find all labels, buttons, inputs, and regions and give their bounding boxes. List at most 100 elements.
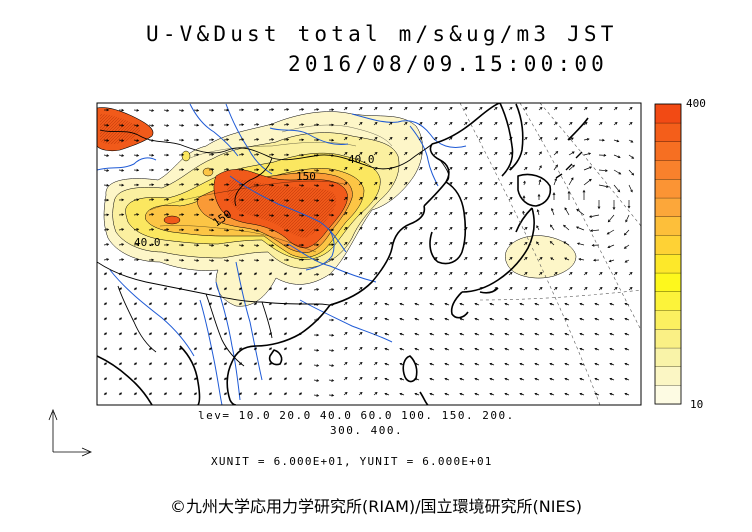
wind-arrow-head xyxy=(359,137,363,140)
wind-arrow-head xyxy=(106,213,110,217)
wind-arrow xyxy=(253,229,259,232)
wind-arrow-head xyxy=(226,153,230,156)
wind-arrow-head xyxy=(536,225,539,229)
wind-arrow xyxy=(193,109,199,111)
colorbar-step xyxy=(654,310,682,330)
wind-arrow-head xyxy=(269,392,273,396)
wind-arrow-head xyxy=(474,377,478,381)
wind-arrow-head xyxy=(239,377,243,381)
wind-arrow-head xyxy=(331,393,335,397)
wind-arrow-head xyxy=(594,377,598,381)
wind-arrow-head xyxy=(444,317,448,321)
wind-arrow xyxy=(238,153,244,156)
wind-arrow xyxy=(208,199,214,201)
wind-arrow-head xyxy=(389,182,393,185)
borders-layer xyxy=(97,129,450,367)
wind-arrow-head xyxy=(464,227,468,230)
wind-arrow-head xyxy=(582,189,586,193)
wind-arrow-head xyxy=(331,303,335,307)
wind-arrow-head xyxy=(464,272,468,275)
wind-arrow-head xyxy=(316,228,320,232)
wind-arrow-head xyxy=(106,183,110,187)
wind-arrow-head xyxy=(256,183,260,187)
wind-arrow-head xyxy=(256,244,260,247)
wind-arrow-head xyxy=(494,182,498,185)
wind-arrow-head xyxy=(194,317,198,321)
wind-arrow-head xyxy=(534,302,538,306)
wind-arrow xyxy=(133,124,139,127)
wind-arrow-head xyxy=(374,272,378,275)
wind-arrow-head xyxy=(564,257,568,261)
wind-arrow-head xyxy=(444,332,448,336)
wind-arrow-head xyxy=(599,122,603,125)
wind-arrow-head xyxy=(104,332,108,336)
wind-arrow-head xyxy=(444,347,448,351)
wind-arrow xyxy=(268,229,274,232)
wind-arrow xyxy=(553,178,557,186)
wind-arrow-head xyxy=(593,258,596,262)
colorbar-step xyxy=(654,216,682,236)
wind-arrow-head xyxy=(179,392,183,396)
wind-arrow-head xyxy=(549,302,553,306)
wind-arrow-head xyxy=(226,168,230,171)
wind-arrow-head xyxy=(479,242,483,245)
wind-arrow-head xyxy=(134,287,138,291)
wind-arrow-head xyxy=(239,317,243,321)
wind-arrow xyxy=(118,228,124,231)
wind-arrow-head xyxy=(576,242,580,246)
wind-arrow-head xyxy=(569,107,573,110)
wind-arrow-head xyxy=(226,138,230,141)
wind-arrow-head xyxy=(196,243,200,247)
dust-concentration-layer xyxy=(97,107,577,307)
wind-arrow xyxy=(118,169,124,171)
graticule-layer xyxy=(459,103,641,405)
wind-arrow-head xyxy=(608,259,612,263)
wind-arrow-head xyxy=(594,302,598,306)
wind-arrow-head xyxy=(284,362,288,366)
wind-arrow-head xyxy=(464,257,468,260)
wind-arrow-head xyxy=(609,332,613,336)
wind-arrow-head xyxy=(331,333,335,337)
wind-arrow-head xyxy=(551,207,554,211)
wind-arrow-head xyxy=(179,347,183,351)
wind-arrow-head xyxy=(605,169,608,173)
wind-arrow-head xyxy=(196,183,200,186)
wind-arrow-head xyxy=(166,198,170,201)
wind-arrow-head xyxy=(284,302,288,306)
wind-arrow xyxy=(613,139,619,142)
wind-arrow-head xyxy=(194,272,198,276)
wind-arrow-head xyxy=(564,317,568,321)
wind-arrow-head xyxy=(564,347,568,351)
wind-arrow-head xyxy=(494,227,498,230)
wind-arrow-head xyxy=(609,377,613,381)
wind-arrow xyxy=(268,214,274,217)
wind-arrow-head xyxy=(419,257,423,260)
wind-arrow-head xyxy=(617,189,621,193)
wind-arrow-head xyxy=(419,167,423,170)
wind-arrow-head xyxy=(579,377,583,381)
wind-arrow-head xyxy=(389,227,393,230)
wind-arrow-head xyxy=(602,138,605,142)
wind-arrow-head xyxy=(179,272,183,276)
wind-arrow-head xyxy=(254,332,258,336)
wind-arrow-head xyxy=(301,168,305,172)
wind-arrow-head xyxy=(434,242,438,245)
wind-arrow-head xyxy=(624,302,628,306)
wind-arrow-head xyxy=(151,228,155,231)
wind-arrow-head xyxy=(419,242,423,245)
wind-arrow-head xyxy=(419,152,423,155)
wind-arrow-head xyxy=(479,287,483,290)
wind-arrow-head xyxy=(429,347,433,351)
wind-arrow-head xyxy=(554,122,558,125)
wind-arrow-head xyxy=(569,287,573,290)
wind-arrow-head xyxy=(241,108,245,112)
wind-arrow-head xyxy=(301,123,305,126)
wind-arrow-head xyxy=(555,164,558,168)
wind-arrow-head xyxy=(399,362,403,366)
wind-arrow-head xyxy=(254,392,258,396)
wind-arrow-head xyxy=(609,392,613,396)
wind-arrow-head xyxy=(299,392,303,396)
colorbar-step xyxy=(654,366,682,386)
wind-arrow-head xyxy=(106,243,110,246)
wind-arrow-head xyxy=(588,152,592,156)
